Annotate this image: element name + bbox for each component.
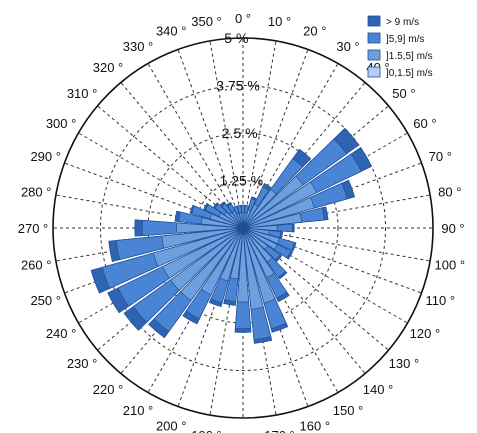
legend-label: ]5,9] m/s — [386, 34, 424, 45]
grid-spoke-350 — [209, 40, 244, 229]
wedge-320-series-1 — [229, 212, 244, 229]
legend-label: ]0,1.5] m/s — [386, 68, 433, 79]
angle-tick-label: 290 ° — [30, 149, 61, 164]
legend-swatch — [367, 15, 381, 27]
wedge-330-series-1 — [231, 210, 244, 229]
legend-swatch — [367, 49, 381, 61]
angle-tick-label: 80 ° — [438, 185, 461, 200]
wedge-80-series-1 — [242, 212, 303, 229]
wedge-200-series-1 — [219, 227, 244, 282]
angle-tick-label: 330 ° — [123, 39, 154, 54]
wedge-270-series-1 — [176, 222, 244, 234]
angle-tick-label: 340 ° — [156, 24, 187, 39]
angle-tick-label: 180 ° — [228, 431, 259, 433]
wedge-210-series-1 — [200, 227, 244, 296]
angle-tick-label: 60 ° — [413, 116, 436, 131]
wedge-40-series-1 — [242, 188, 277, 229]
angle-tick-label: 140 ° — [363, 382, 394, 397]
wedge-310-series-1 — [223, 211, 244, 229]
angle-tick-label: 220 ° — [93, 382, 124, 397]
angle-tick-label: 310 ° — [67, 86, 98, 101]
wedge-90-series-1 — [242, 225, 278, 231]
wedge-160-series-1 — [242, 227, 276, 304]
angle-tick-label: 260 ° — [21, 258, 52, 273]
wedge-350-series-0 — [241, 223, 244, 229]
wedge-50-series-1 — [242, 175, 304, 229]
angle-tick-label: 90 ° — [441, 221, 464, 236]
wedge-70-series-1 — [242, 196, 315, 229]
wedge-120-series-1 — [242, 227, 278, 250]
angle-tick-label: 250 ° — [30, 293, 61, 308]
angle-tick-label: 50 ° — [392, 86, 415, 101]
radial-tick-label: 1.25 % — [220, 173, 264, 189]
wedge-290-series-1 — [209, 213, 244, 229]
radial-tick-label: 5 % — [224, 30, 248, 46]
radial-tick-label: 3.75 % — [216, 78, 260, 94]
angle-tick-label: 170 ° — [264, 428, 295, 433]
wedge-150-series-1 — [242, 227, 275, 279]
angle-tick-label: 160 ° — [300, 418, 331, 433]
angle-tick-label: 100 ° — [435, 258, 466, 273]
angle-tick-label: 70 ° — [429, 149, 452, 164]
angle-tick-label: 150 ° — [333, 403, 364, 418]
angle-tick-label: 270 ° — [18, 221, 49, 236]
wedge-170-series-1 — [242, 227, 264, 310]
angle-tick-label: 210 ° — [123, 403, 154, 418]
outer-ring — [52, 37, 434, 419]
legend-label: ]1.5,5] m/s — [386, 51, 433, 62]
angle-tick-label: 120 ° — [410, 326, 441, 341]
angle-tick-label: 300 ° — [46, 116, 77, 131]
wedge-240-series-1 — [162, 227, 244, 279]
wedge-140-series-1 — [242, 227, 273, 263]
wedge-110-series-1 — [242, 227, 281, 245]
angle-tick-label: 30 ° — [336, 39, 359, 54]
angle-tick-label: 280 ° — [21, 185, 52, 200]
wedge-230-series-1 — [169, 227, 244, 291]
angle-tick-label: 0 ° — [235, 11, 251, 26]
wedge-130-series-1 — [242, 227, 269, 250]
legend-swatch — [367, 66, 381, 78]
wedge-60-series-1 — [242, 181, 318, 229]
grid-ring-2 — [100, 85, 386, 371]
angle-tick-label: 320 ° — [93, 60, 124, 75]
wedge-260-series-1 — [161, 227, 244, 249]
angle-tick-label: 190 ° — [191, 428, 222, 433]
angle-tick-label: 230 ° — [67, 356, 98, 371]
angle-tick-label: 10 ° — [268, 14, 291, 29]
angle-tick-label: 200 ° — [156, 418, 187, 433]
legend-label: > 9 m/s — [386, 17, 419, 28]
legend-swatch — [367, 32, 381, 44]
grid-ring-1 — [147, 132, 339, 324]
wedge-180-series-1 — [236, 227, 250, 303]
angle-tick-label: 240 ° — [46, 326, 77, 341]
angle-tick-label: 20 ° — [303, 24, 326, 39]
grid-spoke-10 — [242, 40, 277, 229]
wedge-30-series-1 — [242, 203, 259, 229]
angle-tick-label: 350 ° — [191, 14, 222, 29]
wedge-190-series-1 — [229, 227, 244, 280]
wedge-220-series-1 — [180, 227, 244, 302]
grid-spoke-330 — [147, 63, 244, 229]
angle-tick-label: 110 ° — [426, 293, 456, 308]
wedge-300-series-1 — [218, 212, 244, 229]
radial-tick-label: 2.5 % — [222, 125, 258, 141]
grid-spoke-340 — [177, 49, 244, 229]
angle-tick-label: 130 ° — [389, 356, 420, 371]
wedge-250-series-1 — [152, 227, 244, 267]
